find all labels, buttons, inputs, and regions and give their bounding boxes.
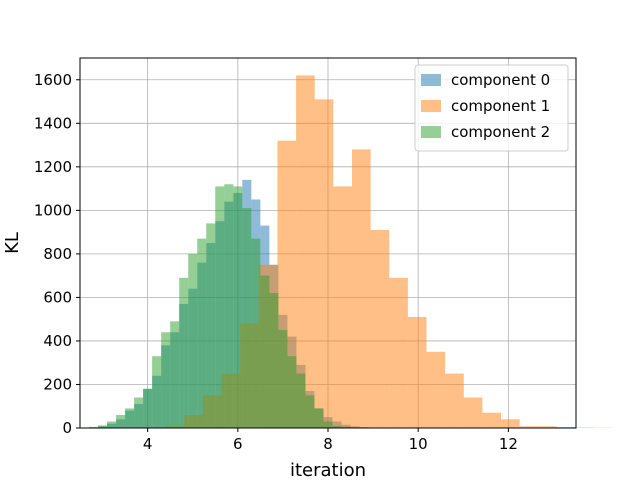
histogram-bar [269,293,279,428]
histogram-bar [98,425,108,428]
histogram-bar [323,421,333,428]
histogram-bar [407,317,427,428]
histogram-bar [278,330,288,428]
x-tick-label: 10 [409,435,428,453]
legend-swatch [421,126,441,138]
histogram-bar [538,426,557,428]
histogram-bar [152,356,162,428]
histogram-bar [426,351,446,428]
histogram-bar [296,75,315,428]
histogram-bar [370,229,390,428]
histogram-bar [260,275,270,428]
histogram-bar [463,397,483,428]
histogram-bar [314,408,324,428]
histogram-bar [296,373,306,428]
y-tick-label: 800 [43,245,72,263]
legend-swatch [421,74,441,86]
histogram-bar [206,223,216,428]
histogram-bar [332,425,342,428]
histogram-bar [251,238,261,428]
x-axis-label: iteration [290,460,366,480]
histogram-bar [314,99,334,429]
histogram-bar [161,332,171,428]
histogram-bar [134,397,144,428]
histogram-bar [107,421,117,428]
histogram-bar [170,321,180,428]
x-tick-label: 4 [143,435,153,453]
histogram-bar [116,414,126,428]
y-tick-label: 1200 [34,158,72,176]
y-axis-label: KL [2,232,23,254]
histogram-bar [89,426,99,428]
histogram-bar [143,388,153,428]
legend-label: component 2 [451,123,550,141]
histogram-bar [389,277,408,428]
y-tick-label: 400 [43,332,72,350]
y-tick-label: 1400 [34,114,72,132]
legend-label: component 1 [451,97,550,115]
x-tick-label: 6 [233,435,243,453]
x-tick-label: 8 [323,435,333,453]
legend-box [414,64,569,152]
histogram-bar [242,208,252,428]
legend-label: component 0 [451,71,550,89]
x-tick-label: 12 [499,435,518,453]
histogram-bar [519,426,539,428]
histogram-bar [179,277,189,428]
y-tick-label: 600 [43,288,72,306]
series-2-bars [89,184,360,428]
y-tick-label: 1600 [34,71,72,89]
histogram-bar [351,149,371,429]
histogram-bar [215,186,225,428]
histogram-bar [233,186,243,428]
y-tick-label: 200 [43,375,72,393]
histogram-bar [305,395,315,428]
y-tick-label: 1000 [34,201,72,219]
bars-layer [89,75,613,429]
y-tick-label: 0 [62,419,72,437]
legend-swatch [421,100,441,112]
histogram-bar [333,186,352,428]
histogram-bar [445,373,464,428]
histogram-bar [341,426,351,428]
histogram-bar [125,408,135,428]
legend: component 0 component 1 component 2 [414,64,569,152]
histogram-bar [287,356,297,428]
histogram-bar [188,253,198,428]
histogram-bar [197,238,207,428]
histogram-bar [482,412,502,428]
histogram-bar [501,419,520,428]
ticks-layer: 4 6 8 10 12 0 200 400 600 800 1000 1200 1400 1600 [34,71,518,453]
histogram-bar [224,184,234,428]
